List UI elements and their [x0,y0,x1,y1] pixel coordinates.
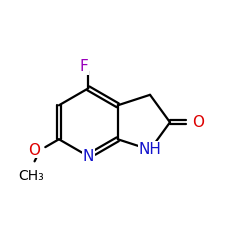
Text: NH: NH [138,142,162,157]
Text: N: N [83,149,94,164]
Text: O: O [28,142,40,158]
Text: CH₃: CH₃ [18,169,44,183]
Text: O: O [192,115,204,130]
Text: F: F [80,59,88,74]
